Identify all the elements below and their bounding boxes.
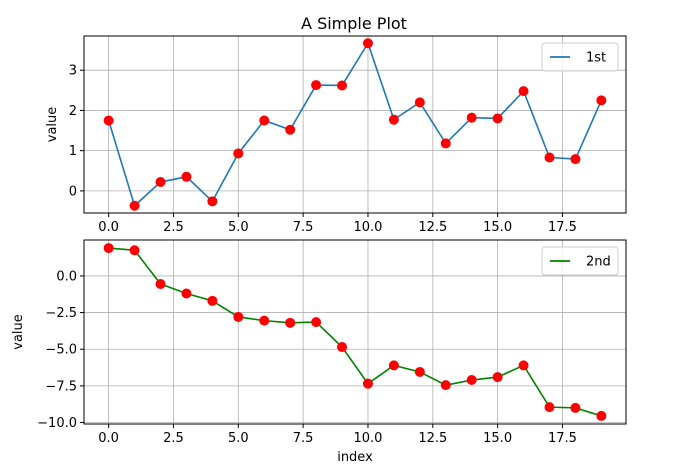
chart-title: A Simple Plot (301, 14, 407, 33)
data-point (233, 311, 244, 322)
data-point (466, 375, 477, 386)
y-axis-label: value (45, 107, 60, 143)
legend-label: 2nd (586, 255, 611, 270)
data-point (544, 402, 555, 413)
data-point (103, 243, 114, 254)
data-point (518, 86, 529, 97)
data-point (311, 317, 322, 328)
data-point (362, 38, 373, 49)
data-point (155, 177, 166, 188)
data-point (414, 366, 425, 377)
data-point (181, 171, 192, 182)
x-axis-label: index (337, 450, 373, 465)
data-point (570, 154, 581, 165)
data-point (570, 402, 581, 413)
data-point (259, 115, 270, 126)
data-point (181, 288, 192, 299)
data-point (440, 138, 451, 149)
legend-label: 1st (586, 51, 606, 66)
data-point (440, 380, 451, 391)
legend-bottom: 2nd (541, 246, 619, 276)
x-tick-label: 12.5 (418, 431, 447, 446)
data-point (103, 115, 114, 126)
axes-frame-bottom (83, 239, 627, 425)
x-tick-label: 12.5 (418, 220, 447, 235)
y-axis-label: value (11, 314, 26, 350)
x-tick-label: 2.5 (163, 431, 184, 446)
data-point (518, 360, 529, 371)
data-point (259, 315, 270, 326)
x-tick-label: 15.0 (483, 220, 512, 235)
x-tick-label: 17.5 (548, 431, 577, 446)
data-point (596, 95, 607, 106)
x-tick-label: 7.5 (293, 431, 314, 446)
x-tick-label: 0.0 (98, 431, 119, 446)
legend-box (541, 246, 619, 276)
data-point (362, 378, 373, 389)
data-point (492, 372, 503, 383)
data-point (233, 148, 244, 159)
axes-top: 0.0 2.5 5.0 7.5 10.0 12.5 15.0 17.5 0 1 2 3 value 1st (45, 35, 627, 235)
x-tick-label: 15.0 (483, 431, 512, 446)
data-point (596, 410, 607, 421)
data-point (337, 80, 348, 91)
y-tick-label: 2 (69, 104, 77, 119)
x-tick-label: 17.5 (548, 220, 577, 235)
legend-box (541, 42, 619, 72)
x-tick-label: 5.0 (228, 220, 249, 235)
data-point (492, 113, 503, 124)
data-point (129, 245, 140, 256)
axes-frame-top (83, 35, 627, 214)
data-point (311, 80, 322, 91)
x-tick-label: 0.0 (98, 220, 119, 235)
x-tick-label: 10.0 (353, 220, 382, 235)
data-point (129, 200, 140, 211)
data-point (388, 360, 399, 371)
y-tick-label: 0 (69, 184, 77, 199)
data-point (544, 152, 555, 163)
x-tick-label: 2.5 (163, 220, 184, 235)
data-point (337, 342, 348, 353)
y-tick-label: −10.0 (37, 416, 77, 431)
y-tick-label: −7.5 (45, 379, 77, 394)
y-tick-label: −2.5 (45, 306, 77, 321)
x-tick-label: 10.0 (353, 431, 382, 446)
data-point (155, 278, 166, 289)
y-tick-label: 0.0 (56, 269, 77, 284)
data-point (207, 295, 218, 306)
x-tick-label: 5.0 (228, 431, 249, 446)
y-tick-label: 1 (69, 144, 77, 159)
data-point (207, 196, 218, 207)
data-point (466, 112, 477, 123)
data-point (285, 124, 296, 135)
y-tick-label: 3 (69, 64, 77, 79)
data-point (414, 97, 425, 108)
legend-top: 1st (541, 42, 619, 72)
axes-bottom: 0.0 2.5 5.0 7.5 10.0 12.5 15.0 17.5 0.0 −2.5 −5.0 −… (11, 239, 627, 465)
data-point (285, 317, 296, 328)
data-point (388, 114, 399, 125)
series-line-1st (107, 41, 603, 208)
x-tick-label: 7.5 (293, 220, 314, 235)
y-tick-label: −5.0 (45, 343, 77, 358)
